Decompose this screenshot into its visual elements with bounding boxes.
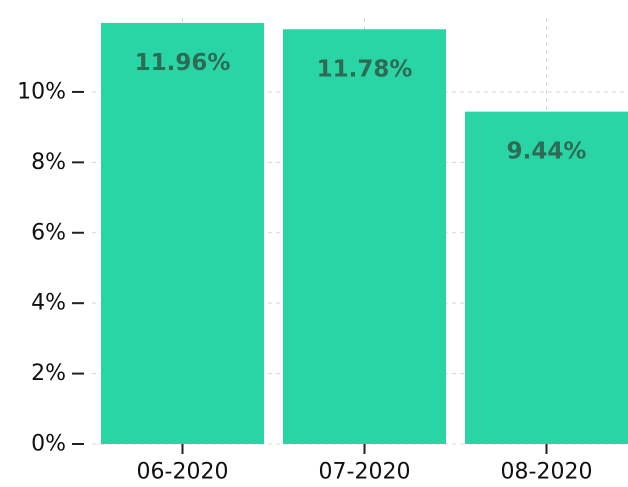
y-tick-label: 0% [31, 432, 66, 457]
data-label: 11.96% [135, 50, 231, 76]
data-label-layer: 11.96% 11.78% 9.44% [135, 50, 587, 165]
y-tick-label: 4% [31, 291, 66, 316]
bar-layer [101, 22, 628, 445]
y-tick-label: 8% [31, 150, 66, 175]
bar-08-2020 [465, 111, 628, 444]
x-tick-label: 06-2020 [137, 460, 229, 485]
data-label: 9.44% [507, 139, 587, 165]
x-tick-label: 07-2020 [319, 460, 411, 485]
x-tick-label: 08-2020 [501, 460, 593, 485]
bar-06-2020 [101, 22, 264, 445]
y-tick-label: 6% [31, 220, 66, 245]
y-tick-label: 2% [31, 361, 66, 386]
y-axis: 0% 2% 4% 6% 8% 10% [17, 79, 84, 457]
y-tick-label: 10% [17, 79, 66, 104]
bar-07-2020 [283, 29, 446, 445]
data-label: 11.78% [317, 56, 413, 82]
x-axis: 06-2020 07-2020 08-2020 [137, 444, 593, 485]
